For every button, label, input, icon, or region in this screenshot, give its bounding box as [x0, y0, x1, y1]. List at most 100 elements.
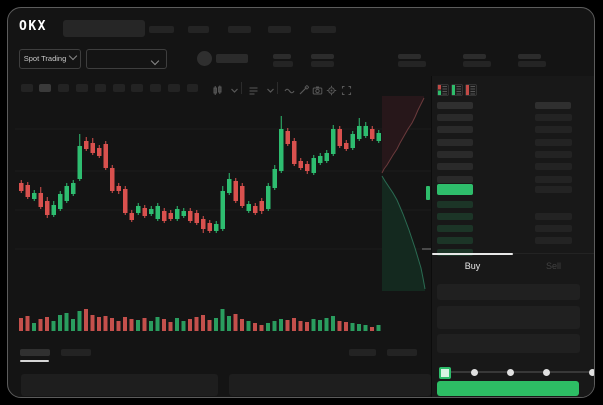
- candlestick-chart[interactable]: [15, 96, 439, 344]
- slider-stop[interactable]: [471, 369, 478, 376]
- nav-item[interactable]: [311, 26, 336, 33]
- candle-body: [188, 211, 193, 221]
- line-tool-icon[interactable]: [248, 83, 259, 95]
- timeframe-button[interactable]: [57, 84, 70, 92]
- ask-price: [437, 175, 473, 183]
- volume-bar: [344, 322, 348, 331]
- candle-body: [227, 179, 232, 193]
- indicator-wave-icon[interactable]: [284, 83, 295, 94]
- chevron-down-icon[interactable]: [265, 83, 276, 94]
- last-price-badge[interactable]: [437, 184, 473, 195]
- depth-bids-line: [381, 175, 426, 290]
- timeframe-button[interactable]: [21, 84, 33, 92]
- okx-logo[interactable]: OKX: [19, 19, 47, 34]
- chevron-down-icon[interactable]: [229, 83, 240, 94]
- volume-bar: [123, 317, 127, 331]
- settings-gear-icon[interactable]: [326, 83, 337, 96]
- slider-stop[interactable]: [507, 369, 514, 376]
- search-input[interactable]: [63, 20, 145, 37]
- volume-bar: [318, 320, 322, 331]
- volume-bar: [311, 319, 316, 331]
- timeframe-button[interactable]: [39, 84, 51, 92]
- last-amount: [535, 186, 572, 193]
- depth-asks-area: [382, 96, 424, 173]
- candle-body: [298, 161, 303, 168]
- bottom-tab[interactable]: [20, 349, 50, 356]
- candle-body: [337, 129, 342, 146]
- depth-bids-area: [382, 176, 425, 291]
- candle-body: [324, 153, 329, 161]
- timeframe-button[interactable]: [186, 84, 199, 92]
- depth-bids-icon[interactable]: [451, 83, 463, 96]
- ask-price: [437, 150, 473, 158]
- candle-body: [149, 209, 154, 214]
- volume-bar: [188, 319, 192, 331]
- orderbook-header-price: [437, 102, 473, 109]
- candle-body: [220, 191, 225, 229]
- candle-body: [311, 158, 316, 173]
- candle-body: [363, 126, 368, 136]
- volume-bar: [376, 325, 381, 331]
- orderbook-header-amount: [535, 102, 571, 109]
- timeframe-button[interactable]: [113, 84, 125, 92]
- order-input-field[interactable]: [437, 306, 580, 329]
- draw-icon[interactable]: [298, 83, 310, 95]
- order-input-field[interactable]: [437, 284, 580, 300]
- order-input-field[interactable]: [437, 334, 580, 353]
- candle-body: [253, 206, 258, 213]
- nav-item[interactable]: [268, 26, 291, 33]
- candle-body: [38, 193, 43, 207]
- fullscreen-icon[interactable]: [341, 83, 352, 96]
- bottom-action[interactable]: [387, 349, 417, 356]
- bid-amount: [535, 225, 572, 232]
- volume-bar: [363, 325, 368, 331]
- candle-body: [123, 189, 128, 213]
- candle-body: [240, 186, 245, 206]
- volume-bar: [116, 321, 121, 331]
- nav-item[interactable]: [188, 26, 209, 33]
- volume-bar: [272, 321, 277, 331]
- timeframe-button[interactable]: [131, 84, 143, 92]
- candle-body: [58, 194, 63, 209]
- volume-bar: [227, 316, 231, 331]
- bottom-action[interactable]: [349, 349, 376, 356]
- submit-buy-button[interactable]: [437, 381, 579, 396]
- candle-body: [246, 204, 251, 211]
- slider-stop[interactable]: [439, 367, 451, 379]
- candle-body: [350, 134, 355, 148]
- volume-bar: [357, 324, 361, 331]
- candle-body: [116, 186, 121, 191]
- volume-bar: [292, 318, 296, 331]
- tab-sell[interactable]: Sell: [545, 261, 561, 271]
- toolbar-divider: [241, 82, 242, 94]
- volume-bar: [246, 321, 251, 331]
- candle-body: [64, 186, 69, 201]
- pair-selector-dropdown[interactable]: [86, 49, 167, 69]
- candle-type-icon[interactable]: [212, 83, 223, 95]
- ask-price: [437, 138, 473, 146]
- volume-bar: [90, 315, 95, 331]
- bid-price: [437, 249, 473, 256]
- candle-body: [194, 213, 199, 223]
- bottom-tab[interactable]: [61, 349, 91, 356]
- bid-price: [437, 225, 473, 232]
- camera-icon[interactable]: [312, 83, 323, 95]
- depth-asks-icon[interactable]: [465, 83, 477, 96]
- slider-stop[interactable]: [589, 369, 594, 376]
- volume-bar: [97, 317, 101, 331]
- slider-stop[interactable]: [543, 369, 550, 376]
- candle-body: [168, 213, 173, 219]
- market-type-dropdown[interactable]: Spot Trading: [19, 49, 81, 69]
- tab-buy[interactable]: Buy: [464, 261, 481, 271]
- nav-item[interactable]: [149, 26, 174, 33]
- volume-bar: [331, 316, 335, 331]
- timeframe-button[interactable]: [149, 84, 162, 92]
- timeframe-button[interactable]: [76, 84, 88, 92]
- nav-item[interactable]: [228, 26, 251, 33]
- candle-body: [155, 206, 160, 219]
- depth-combined-icon[interactable]: [437, 83, 449, 96]
- timeframe-button[interactable]: [94, 84, 107, 92]
- timeframe-button[interactable]: [168, 84, 180, 92]
- candle-body: [344, 143, 349, 149]
- volume-bar: [337, 321, 342, 331]
